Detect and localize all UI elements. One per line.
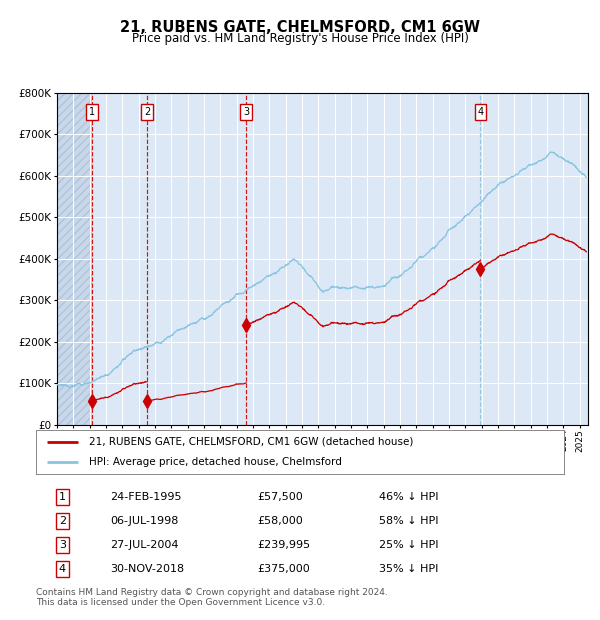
Text: 35% ↓ HPI: 35% ↓ HPI bbox=[379, 564, 439, 574]
Text: 2: 2 bbox=[144, 107, 151, 117]
Text: Price paid vs. HM Land Registry's House Price Index (HPI): Price paid vs. HM Land Registry's House … bbox=[131, 32, 469, 45]
Text: 27-JUL-2004: 27-JUL-2004 bbox=[110, 540, 178, 550]
Text: £57,500: £57,500 bbox=[258, 492, 304, 502]
Text: 24-FEB-1995: 24-FEB-1995 bbox=[110, 492, 181, 502]
Bar bbox=[57, 93, 92, 425]
Text: Contains HM Land Registry data © Crown copyright and database right 2024.
This d: Contains HM Land Registry data © Crown c… bbox=[36, 588, 388, 607]
Text: 4: 4 bbox=[59, 564, 66, 574]
Text: 21, RUBENS GATE, CHELMSFORD, CM1 6GW (detached house): 21, RUBENS GATE, CHELMSFORD, CM1 6GW (de… bbox=[89, 436, 413, 447]
Text: 30-NOV-2018: 30-NOV-2018 bbox=[110, 564, 184, 574]
Text: 21, RUBENS GATE, CHELMSFORD, CM1 6GW: 21, RUBENS GATE, CHELMSFORD, CM1 6GW bbox=[120, 20, 480, 35]
Text: £58,000: £58,000 bbox=[258, 516, 304, 526]
Text: 3: 3 bbox=[243, 107, 249, 117]
Text: 06-JUL-1998: 06-JUL-1998 bbox=[110, 516, 178, 526]
Text: 1: 1 bbox=[59, 492, 66, 502]
Text: 4: 4 bbox=[478, 107, 484, 117]
Text: 2: 2 bbox=[59, 516, 66, 526]
Text: 1: 1 bbox=[89, 107, 95, 117]
Text: HPI: Average price, detached house, Chelmsford: HPI: Average price, detached house, Chel… bbox=[89, 457, 341, 467]
Text: £375,000: £375,000 bbox=[258, 564, 311, 574]
Text: 46% ↓ HPI: 46% ↓ HPI bbox=[379, 492, 439, 502]
Text: 25% ↓ HPI: 25% ↓ HPI bbox=[379, 540, 439, 550]
Text: £239,995: £239,995 bbox=[258, 540, 311, 550]
Text: 3: 3 bbox=[59, 540, 66, 550]
Text: 58% ↓ HPI: 58% ↓ HPI bbox=[379, 516, 439, 526]
